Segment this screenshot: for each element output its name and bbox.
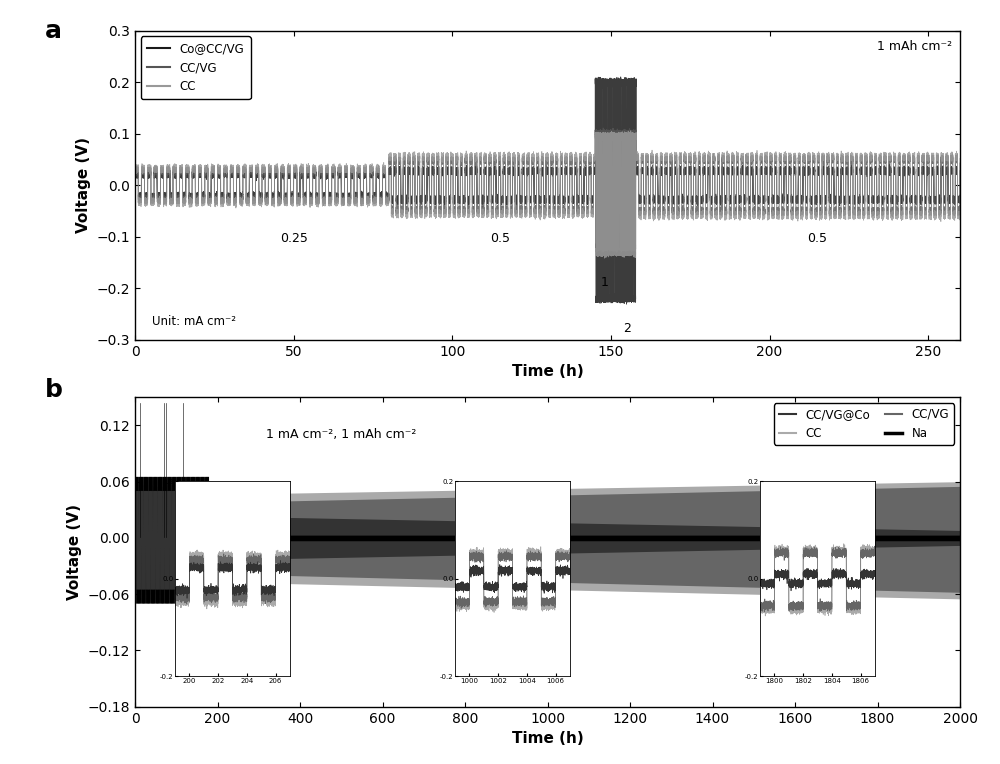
Text: 0.25: 0.25	[280, 231, 308, 244]
Text: 0.5: 0.5	[490, 231, 510, 244]
Text: Unit: mA cm⁻²: Unit: mA cm⁻²	[152, 315, 236, 328]
Text: 1 mA cm⁻², 1 mAh cm⁻²: 1 mA cm⁻², 1 mAh cm⁻²	[266, 428, 416, 442]
Legend: CC/VG@Co, CC, CC/VG, Na: CC/VG@Co, CC, CC/VG, Na	[774, 403, 954, 445]
Y-axis label: Voltage (V): Voltage (V)	[67, 504, 82, 600]
Legend: Co@CC/VG, CC/VG, CC: Co@CC/VG, CC/VG, CC	[141, 37, 251, 99]
Text: b: b	[45, 378, 63, 402]
Y-axis label: Voltage (V): Voltage (V)	[76, 138, 91, 233]
Text: a: a	[45, 19, 62, 43]
Text: 2: 2	[623, 322, 631, 335]
Text: 0.5: 0.5	[807, 231, 827, 244]
Text: 1: 1	[601, 276, 609, 289]
X-axis label: Time (h): Time (h)	[512, 364, 583, 380]
X-axis label: Time (h): Time (h)	[512, 731, 583, 746]
Text: 1 mAh cm⁻²: 1 mAh cm⁻²	[877, 40, 952, 53]
